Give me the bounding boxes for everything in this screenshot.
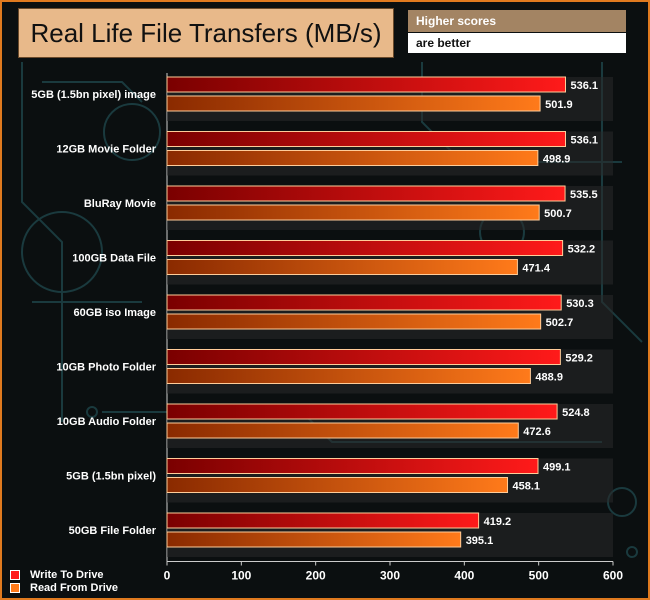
legend-item-read: Read From Drive (10, 581, 118, 594)
x-tick-label: 600 (603, 569, 623, 583)
value-label: 499.1 (543, 462, 571, 474)
legend-label-write: Write To Drive (30, 568, 104, 581)
value-label: 472.6 (523, 426, 551, 438)
bar-read (166, 95, 541, 112)
legend-swatch-write (10, 569, 20, 580)
value-label: 488.9 (535, 372, 563, 384)
category-label: 10GB Audio Folder (57, 416, 157, 428)
value-label: 535.5 (570, 189, 598, 201)
bar-write (166, 512, 480, 529)
category-label: 12GB Movie Folder (56, 144, 156, 156)
bar-write (166, 349, 561, 365)
bar-write (166, 131, 567, 147)
bar-read (166, 204, 540, 221)
legend-item-write: Write To Drive (10, 568, 118, 581)
bar-write (166, 240, 564, 256)
note-are-better: are better (408, 33, 626, 53)
category-label: 5GB (1.5bn pixel) (66, 471, 156, 483)
value-label: 458.1 (513, 481, 541, 493)
value-label: 501.9 (545, 99, 573, 111)
value-label: 536.1 (571, 135, 599, 147)
bar-read (166, 368, 531, 384)
value-label: 529.2 (565, 353, 593, 365)
value-label: 498.9 (543, 154, 571, 166)
x-tick-label: 500 (529, 569, 549, 583)
bar-write (166, 458, 539, 474)
legend: Write To Drive Read From Drive (10, 568, 118, 594)
x-tick-label: 0 (164, 569, 171, 583)
value-label: 471.4 (522, 263, 550, 275)
bar-write (166, 294, 562, 311)
bar-read (166, 313, 542, 330)
x-tick-label: 100 (231, 569, 251, 583)
bar-read (166, 259, 518, 275)
value-label: 532.2 (568, 244, 596, 256)
legend-swatch-read (10, 582, 20, 593)
value-label: 500.7 (544, 208, 572, 220)
bar-read (166, 477, 509, 493)
category-label: BluRay Movie (84, 198, 156, 210)
legend-label-read: Read From Drive (30, 581, 119, 594)
x-tick-label: 300 (380, 569, 400, 583)
x-tick-label: 400 (454, 569, 474, 583)
category-label: 5GB (1.5bn pixel) image (31, 89, 156, 101)
bar-write (166, 185, 566, 202)
value-label: 524.8 (562, 407, 590, 419)
bar-write (166, 76, 567, 93)
value-label: 419.2 (484, 516, 512, 528)
value-label: 536.1 (571, 80, 599, 92)
category-label: 10GB Photo Folder (56, 362, 156, 374)
category-label: 50GB File Folder (69, 525, 157, 537)
value-label: 502.7 (546, 317, 574, 329)
bar-read (166, 150, 539, 166)
value-label: 395.1 (466, 535, 494, 547)
x-tick-label: 200 (306, 569, 326, 583)
category-label: 60GB iso Image (73, 307, 156, 319)
category-label: 100GB Data File (72, 253, 156, 265)
bar-read (166, 531, 462, 548)
bar-write (166, 403, 558, 420)
note-higher-scores: Higher scores (408, 10, 626, 32)
bar-read (166, 422, 519, 439)
value-label: 530.3 (566, 298, 594, 310)
chart-title: Real Life File Transfers (MB/s) (18, 8, 394, 58)
